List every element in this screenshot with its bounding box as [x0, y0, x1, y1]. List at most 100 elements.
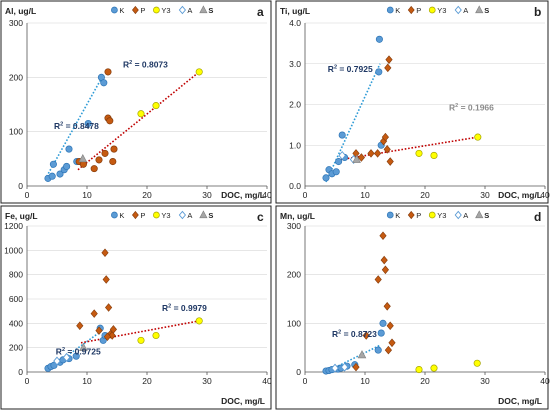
legend-marker-y3 — [428, 6, 436, 14]
x-tick-label: 40 — [262, 376, 272, 386]
data-point-s — [79, 342, 88, 351]
r-squared-label: R2 = 0.8478 — [54, 121, 99, 131]
data-point-k — [48, 172, 56, 180]
legend-entry-s: S — [199, 210, 213, 220]
panel-frame — [275, 0, 549, 204]
data-point-y3 — [473, 359, 481, 367]
data-point-p — [105, 303, 113, 312]
legend-label: S — [484, 6, 489, 15]
legend-label: P — [140, 6, 145, 15]
trendline-p — [80, 320, 200, 344]
legend-marker-s — [475, 5, 484, 14]
data-point-s — [352, 154, 361, 163]
x-tick-label: 20 — [420, 190, 430, 200]
x-tick-label: 20 — [142, 376, 152, 386]
legend-marker-s — [199, 210, 208, 219]
data-point-p — [386, 157, 394, 166]
legend-entry-k: K — [386, 211, 400, 220]
legend-entry-p: P — [407, 5, 421, 15]
data-point-a — [53, 356, 61, 366]
x-tick-label: 40 — [540, 190, 550, 200]
data-point-p — [90, 165, 98, 173]
legend-entry-s: S — [475, 5, 489, 15]
y-tick-label: 200 — [9, 72, 23, 82]
legend-label: A — [187, 211, 192, 220]
y-tick-label: 1.0 — [289, 140, 301, 150]
y-tick-label: 300 — [9, 18, 23, 28]
legend-marker-a — [454, 5, 462, 15]
series-a — [53, 352, 71, 366]
x-tick-label: 20 — [142, 190, 152, 200]
data-point-k — [335, 158, 343, 166]
r-squared-label: R2 = 0.8073 — [123, 60, 168, 70]
data-point-p — [101, 149, 109, 157]
x-tick-label: 20 — [420, 376, 430, 386]
data-point-p — [374, 275, 382, 284]
data-point-p — [76, 321, 84, 331]
legend: K P Y3 A S — [111, 5, 213, 15]
legend-entry-y3: Y3 — [428, 211, 446, 220]
series-y3 — [137, 68, 203, 118]
x-tick-label: 0 — [303, 190, 308, 200]
legend-label: Y3 — [437, 6, 446, 15]
legend-marker-y3 — [153, 211, 160, 219]
data-point-a — [62, 352, 71, 362]
y-tick-label: 2.0 — [289, 100, 301, 110]
data-point-p — [384, 345, 392, 355]
x-tick-label: 0 — [303, 376, 308, 386]
data-point-k — [56, 170, 64, 178]
y-axis-title: Mn, ug/L — [280, 211, 315, 221]
series-s — [78, 153, 88, 163]
legend-label: K — [395, 211, 400, 220]
trendline-k — [325, 63, 381, 183]
r-squared-label: R2 = 0.9979 — [162, 303, 207, 313]
legend-label: K — [119, 6, 124, 15]
legend-marker-k — [111, 211, 118, 219]
legend-marker-p — [407, 5, 415, 15]
data-point-y3 — [430, 364, 438, 372]
x-tick-label: 0 — [25, 376, 30, 386]
legend-entry-y3: Y3 — [153, 211, 171, 220]
data-point-p — [381, 132, 389, 142]
series-k — [44, 324, 109, 372]
y-tick-label: 400 — [9, 318, 23, 328]
legend-entry-a: A — [178, 210, 192, 220]
data-point-p — [384, 63, 392, 73]
legend-marker-s — [199, 5, 208, 14]
legend-entry-a: A — [454, 5, 468, 15]
y-axis-title: Ti, ug/L — [280, 6, 310, 16]
legend-marker-a — [454, 210, 462, 220]
panel-d: 0 100 200 300 0 10 20 30 40 Mn, ug/L DOC, mg/L d K P Y… — [275, 205, 550, 410]
data-point-k — [322, 174, 330, 182]
legend-entry-p: P — [132, 5, 145, 15]
data-point-p — [110, 145, 118, 153]
legend: K P Y3 A S — [386, 210, 489, 220]
data-point-k — [84, 119, 92, 128]
y-tick-label: 0.0 — [289, 181, 301, 191]
data-point-a — [331, 363, 339, 373]
data-point-p — [381, 265, 389, 275]
legend-marker-p — [132, 210, 139, 220]
legend-label: Y3 — [161, 6, 170, 15]
series-k — [322, 319, 387, 375]
data-point-k — [72, 352, 80, 360]
data-point-p — [108, 331, 116, 340]
r-squared-label: R2 = 0.9725 — [56, 346, 101, 356]
trendline-p — [340, 136, 478, 161]
x-tick-label: 30 — [202, 190, 212, 200]
series-k — [44, 73, 108, 182]
legend-marker-p — [407, 210, 415, 220]
legend: K P Y3 A S — [111, 210, 213, 220]
data-point-y3 — [152, 102, 160, 110]
legend-label: A — [463, 211, 468, 220]
legend-entry-p: P — [407, 210, 421, 220]
data-point-k — [65, 145, 73, 153]
series-k — [322, 35, 385, 182]
r-squared-label: R2 = 0.7925 — [328, 64, 373, 74]
series-s — [357, 350, 367, 359]
data-point-p — [90, 309, 98, 318]
series-p — [352, 55, 394, 166]
data-point-k — [375, 35, 383, 43]
x-axis-title: DOC, mg/L — [221, 396, 265, 406]
legend-marker-y3 — [428, 211, 436, 219]
